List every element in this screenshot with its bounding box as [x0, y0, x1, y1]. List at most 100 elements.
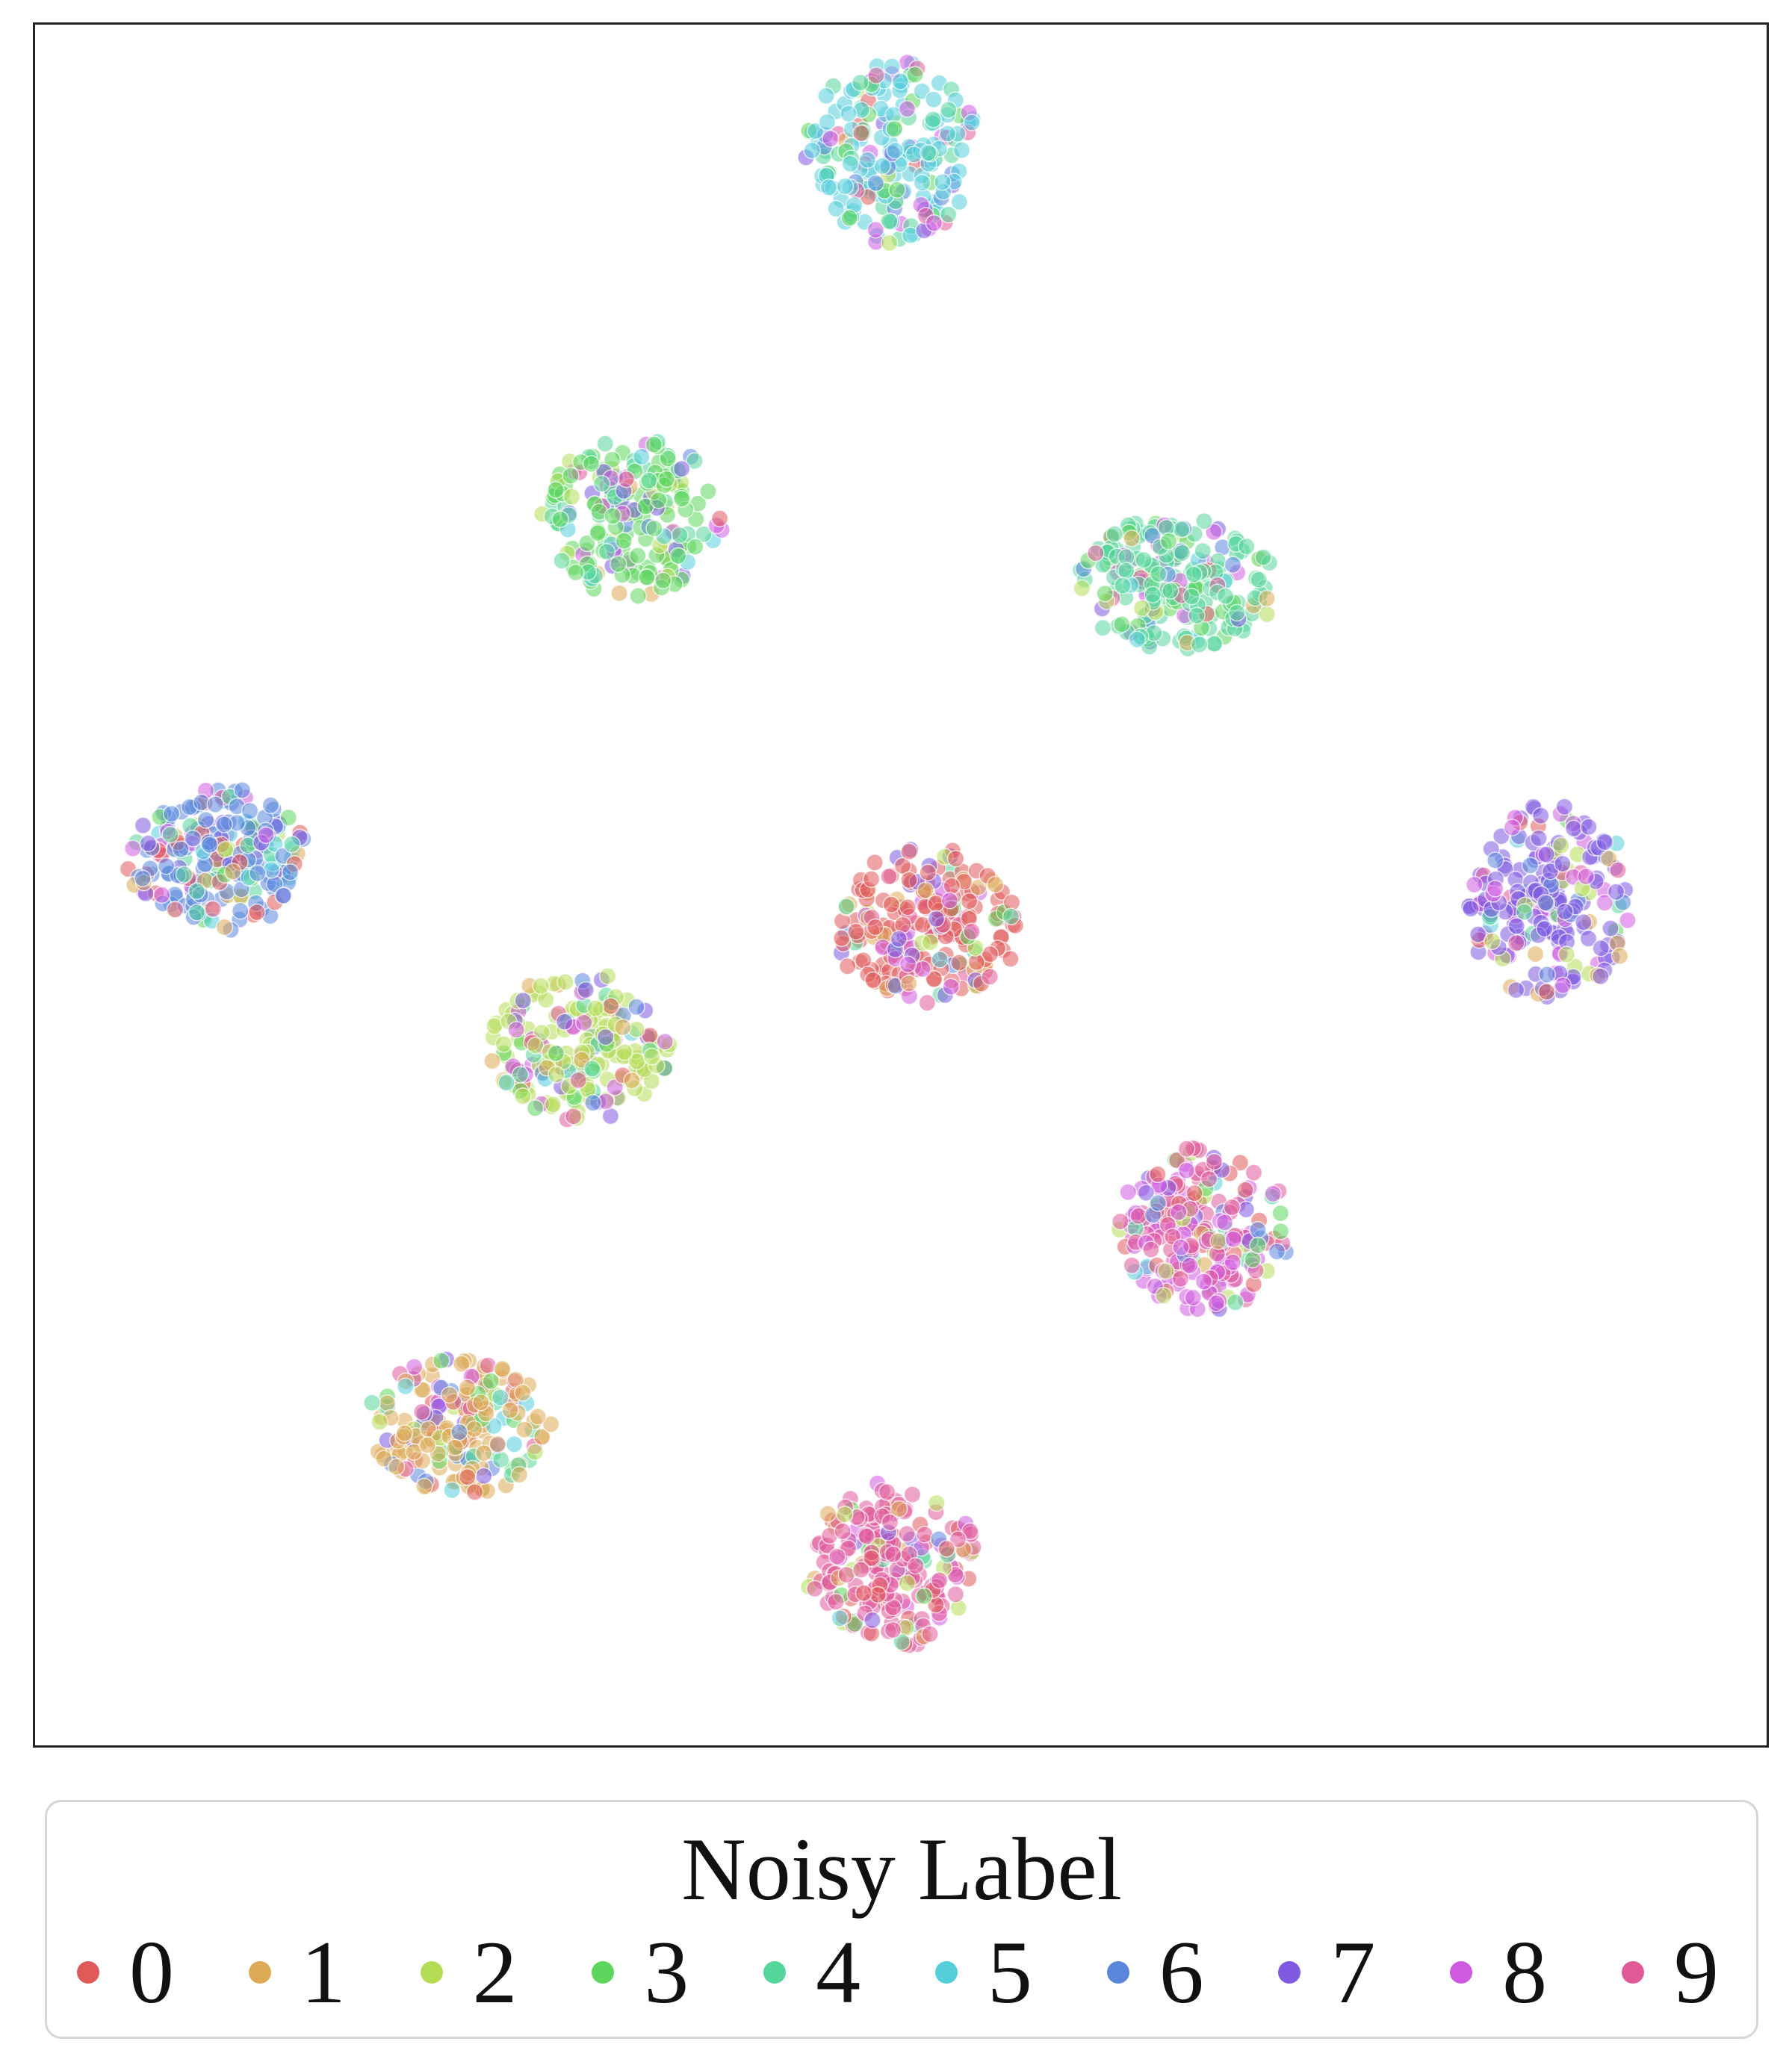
scatter-point	[279, 808, 297, 827]
scatter-point	[1157, 1262, 1175, 1280]
scatter-point	[1149, 1165, 1167, 1184]
scatter-point	[837, 897, 855, 916]
scatter-point	[899, 975, 918, 993]
scatter-point	[1602, 919, 1619, 937]
scatter-point	[465, 1420, 483, 1438]
scatter-point	[924, 111, 942, 128]
scatter-point	[840, 105, 858, 122]
scatter-point	[878, 1483, 896, 1501]
scatter-point	[1162, 582, 1179, 600]
scatter-point	[1194, 541, 1212, 560]
scatter-point	[134, 816, 152, 835]
scatter-point	[1207, 1294, 1226, 1312]
scatter-point	[943, 877, 961, 895]
scatter-point	[1507, 934, 1525, 952]
legend-items: 0 1 2 3 4 5 6 7	[77, 1928, 1741, 2017]
scatter-point	[1552, 836, 1570, 854]
scatter-point	[819, 1505, 837, 1523]
scatter-point	[510, 1465, 529, 1484]
scatter-point	[1507, 981, 1525, 999]
scatter-point	[1557, 945, 1575, 963]
scatter-point	[433, 1352, 450, 1370]
scatter-point	[494, 1035, 513, 1053]
cluster-0	[797, 54, 982, 252]
scatter-point	[562, 488, 581, 506]
scatter-point	[1254, 548, 1272, 566]
scatter-point	[1215, 1214, 1234, 1232]
scatter-point	[489, 1435, 506, 1453]
scatter-point	[1190, 636, 1209, 653]
scatter-point	[397, 1377, 415, 1396]
scatter-point	[873, 157, 891, 176]
scatter-point	[927, 910, 946, 928]
scatter-point	[827, 1592, 845, 1611]
scatter-point	[139, 834, 158, 852]
scatter-point	[1185, 1184, 1203, 1202]
scatter-point	[257, 826, 275, 845]
scatter-point	[1123, 1256, 1141, 1275]
scatter-point	[196, 811, 215, 829]
scatter-point	[505, 1435, 524, 1453]
legend-label-6: 6	[1159, 1922, 1204, 2022]
scatter-point	[986, 875, 1005, 894]
cluster-9	[800, 1474, 982, 1654]
scatter-point	[1113, 615, 1131, 633]
scatter-point	[1172, 1238, 1190, 1256]
scatter-point	[493, 1360, 512, 1378]
scatter-point	[1258, 589, 1276, 608]
scatter-point	[1002, 907, 1020, 925]
scatter-point	[899, 955, 917, 973]
scatter-point	[963, 922, 981, 940]
scatter-point	[281, 863, 300, 881]
scatter-point	[672, 460, 691, 478]
scatter-point	[1537, 893, 1554, 912]
scatter-point	[898, 100, 917, 118]
scatter-point	[529, 1407, 547, 1426]
legend-item-2: 2	[420, 1928, 540, 2017]
scatter-point	[822, 129, 840, 148]
scatter-point	[1181, 1256, 1199, 1275]
scatter-point	[1119, 1183, 1137, 1201]
scatter-point	[578, 534, 596, 553]
scatter-point	[601, 1107, 620, 1125]
scatter-point	[946, 849, 965, 868]
scatter-point	[514, 1087, 532, 1105]
scatter-point	[858, 151, 877, 169]
scatter-point	[939, 205, 958, 223]
legend-item-3: 3	[592, 1928, 711, 2017]
scatter-point	[659, 450, 677, 468]
scatter-point	[1106, 525, 1124, 543]
scatter-point	[1515, 903, 1534, 921]
scatter-point	[1530, 829, 1548, 848]
legend-marker-4	[763, 1961, 787, 1984]
legend-item-8: 8	[1450, 1928, 1569, 2017]
scatter-point	[866, 854, 884, 872]
scatter-point	[1149, 1194, 1168, 1212]
scatter-point	[881, 212, 899, 231]
scatter-point	[413, 1403, 431, 1421]
scatter-point	[564, 1108, 583, 1125]
scatter-point	[458, 1379, 477, 1397]
plot-area	[33, 22, 1769, 1748]
scatter-point	[657, 470, 676, 488]
scatter-point	[1610, 947, 1629, 965]
scatter-point	[913, 173, 931, 192]
scatter-point	[884, 1545, 902, 1563]
scatter-point	[633, 447, 651, 466]
scatter-point	[187, 882, 206, 901]
scatter-point	[837, 1565, 855, 1584]
scatter-point	[1123, 530, 1141, 547]
scatter-point	[900, 871, 918, 889]
scatter-point	[166, 901, 185, 919]
scatter-point	[900, 842, 918, 861]
scatter-point	[175, 866, 193, 884]
scatter-point	[450, 1423, 468, 1441]
scatter-point	[616, 1043, 633, 1061]
scatter-point	[577, 981, 595, 999]
scatter-point	[852, 124, 870, 143]
scatter-point	[566, 563, 585, 582]
scatter-point	[672, 490, 691, 508]
scatter-point	[233, 781, 252, 799]
scatter-point	[614, 1018, 632, 1037]
scatter-point	[925, 970, 943, 988]
